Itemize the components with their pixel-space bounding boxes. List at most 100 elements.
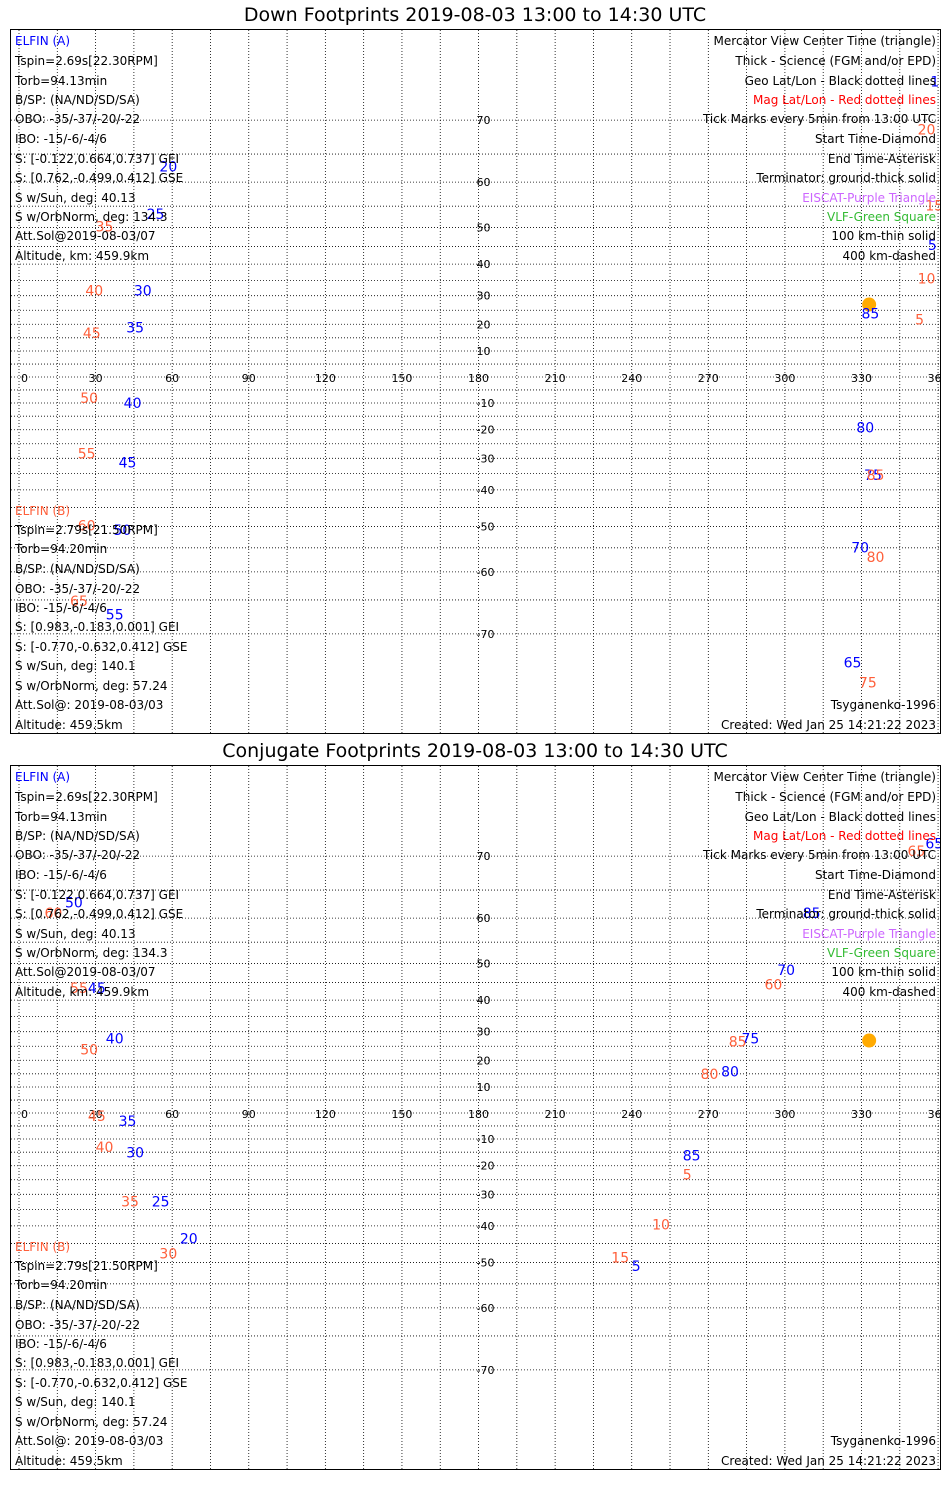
elfin-a-tspin: Tspin=2.69s[22.30RPM] [15, 790, 158, 804]
panel-title-conjugate: Conjugate Footprints 2019-08-03 13:00 to… [222, 740, 728, 762]
lat-tick-label: 30 [477, 1026, 491, 1039]
lon-tick-label: 300 [774, 372, 795, 385]
legend-tick-marks: Tick Marks every 5min from 13:00 UTC [702, 848, 936, 862]
footprint-tick-label: 85 [867, 468, 885, 484]
lon-tick-label: 180 [468, 372, 489, 385]
footprint-tick-label: 45 [119, 455, 137, 471]
footprint-tick-label: 75 [864, 468, 882, 484]
elfin-a-s-orbnorm: S w/OrbNorm, deg: 134.3 [15, 946, 168, 960]
legend-end-time: End Time-Asterisk [827, 152, 936, 166]
legend-start-time: Start Time-Diamond [814, 132, 936, 146]
lat-tick-label: -10 [477, 397, 495, 410]
legend-mag-grid: Mag Lat/Lon - Red dotted lines [752, 829, 936, 843]
elfin-a-s-gei: S: [-0.122,0.664,0.737] GEI [15, 152, 180, 166]
lat-tick-label: 60 [477, 912, 491, 925]
elfin-b-tspin: Tspin=2.79s[21.50RPM] [15, 523, 158, 537]
footprint-tick-label: 25 [147, 207, 165, 223]
lon-tick-label: 240 [621, 372, 642, 385]
elfin-a-altitude: Altitude, km: 459.9km [15, 249, 150, 263]
lon-tick-label: 30 [89, 372, 103, 385]
footprint-tick-label: 10 [652, 1217, 670, 1233]
elfin-a-bsp: B/SP: (NA/ND/SD/SA) [15, 829, 140, 843]
lat-tick-label: -40 [477, 1220, 495, 1233]
lat-tick-label: 40 [477, 258, 491, 271]
elfin-b-attsol: Att.Sol@: 2019-08-03/03 [15, 698, 164, 712]
footprint-tick-label: 85 [683, 1148, 701, 1164]
legend-geo-grid: Geo Lat/Lon - Black dotted lines [744, 810, 936, 824]
sun-icon [862, 1033, 877, 1048]
lat-tick-label: 20 [477, 318, 491, 331]
footprint-tick-label: 5 [928, 238, 937, 254]
legend-thick-science: Thick - Science (FGM and/or EPD) [735, 790, 936, 804]
footprint-tick-label: 65 [907, 844, 925, 860]
legend-terminator: Terminator: ground-thick solid [756, 171, 936, 185]
footprint-tick-label: 40 [96, 1140, 114, 1156]
lat-tick-label: -60 [477, 1302, 495, 1315]
footprint-tick-label: 85 [729, 1034, 747, 1050]
footprint-tick-label: 45 [88, 1109, 106, 1125]
map-canvas: 0306090120150180210240270300330360706050… [11, 766, 940, 1469]
lon-tick-label: 330 [851, 1108, 872, 1121]
elfin-b-s-gse: S: [-0.770,-0.632,0.412] GSE [15, 640, 188, 654]
footprint-tick-label: 50 [65, 895, 83, 911]
lon-tick-label: 120 [315, 372, 336, 385]
legend-vlf: VLF-Green Square [827, 210, 936, 224]
elfin-b-bsp: B/SP: (NA/ND/SD/SA) [15, 1298, 140, 1312]
elfin-a-s-sun: S w/Sun, deg: 40.13 [15, 191, 136, 205]
footprint-tick-label: 35 [119, 1114, 137, 1130]
footprint-tick-label: 20 [180, 1231, 198, 1247]
footprint-tick-label: 70 [851, 540, 869, 556]
legend-mag-grid: Mag Lat/Lon - Red dotted lines [752, 93, 936, 107]
lon-tick-label: 270 [698, 1108, 719, 1121]
legend-start-time: Start Time-Diamond [814, 868, 936, 882]
elfin-b-attsol: Att.Sol@: 2019-08-03/03 [15, 1434, 164, 1448]
elfin-b-name: ELFIN (B) [15, 504, 71, 518]
map-canvas: 0306090120150180210240270300330360706050… [11, 30, 940, 733]
elfin-a-attsol: Att.Sol@2019-08-03/07 [15, 229, 156, 243]
elfin-b-ibo: IBO: -15/-6/-4/6 [15, 1337, 107, 1351]
footprint-tick-label: 20 [159, 159, 177, 175]
elfin-a-altitude: Altitude, km: 459.9km [15, 985, 150, 999]
lon-tick-label: 90 [242, 372, 256, 385]
legend-center-time: Mercator View Center Time (triangle) [713, 770, 936, 784]
footprint-tick-label: 50 [80, 391, 98, 407]
lat-tick-label: -30 [477, 452, 495, 465]
lon-tick-label: 0 [21, 372, 28, 385]
elfin-b-torb: Torb=94.20min [15, 1278, 108, 1292]
footprint-tick-label: 80 [867, 550, 885, 566]
panel-title-down: Down Footprints 2019-08-03 13:00 to 14:3… [243, 4, 707, 26]
elfin-b-s-sun: S w/Sun, deg: 140.1 [15, 659, 136, 673]
lon-tick-label: 150 [391, 1108, 412, 1121]
lat-tick-label: 60 [477, 176, 491, 189]
footprint-tick-label: 65 [925, 836, 940, 852]
lon-tick-label: 210 [545, 372, 566, 385]
lon-tick-label: 30 [89, 1108, 103, 1121]
lat-tick-label: -20 [477, 1160, 495, 1173]
footprint-tick-label: 80 [701, 1067, 719, 1083]
footprint-tick-label: 65 [70, 594, 88, 610]
lat-tick-label: 10 [477, 345, 491, 358]
legend-thick-science: Thick - Science (FGM and/or EPD) [735, 54, 936, 68]
lat-tick-label: 10 [477, 1081, 491, 1094]
lon-tick-label: 120 [315, 1108, 336, 1121]
legend-vlf: VLF-Green Square [827, 946, 936, 960]
elfin-b-s-sun: S w/Sun, deg: 140.1 [15, 1395, 136, 1409]
model-label: Tsyganenko-1996 [830, 698, 936, 712]
footprint-tick-label: 35 [121, 1194, 139, 1210]
created-timestamp: Created: Wed Jan 25 14:21:22 2023 [721, 1454, 936, 1468]
footprint-tick-label: 55 [78, 446, 96, 462]
footprint-tick-label: 65 [844, 655, 862, 671]
footprint-tick-label: 55 [70, 981, 88, 997]
elfin-b-ibo: IBO: -15/-6/-4/6 [15, 601, 107, 615]
elfin-a-ibo: IBO: -15/-6/-4/6 [15, 868, 107, 882]
footprint-tick-label: 75 [859, 675, 877, 691]
lat-tick-label: 70 [477, 850, 491, 863]
footprint-tick-label: 5 [915, 312, 924, 328]
elfin-a-bsp: B/SP: (NA/ND/SD/SA) [15, 93, 140, 107]
legend-eiscat: EISCAT-Purple Triangle [802, 927, 936, 941]
elfin-a-s-sun: S w/Sun, deg: 40.13 [15, 927, 136, 941]
legend-end-time: End Time-Asterisk [827, 888, 936, 902]
elfin-b-s-gei: S: [0.983,-0.183,0.001] GEI [15, 1356, 180, 1370]
lon-tick-label: 180 [468, 1108, 489, 1121]
footprint-tick-label: 25 [152, 1194, 170, 1210]
